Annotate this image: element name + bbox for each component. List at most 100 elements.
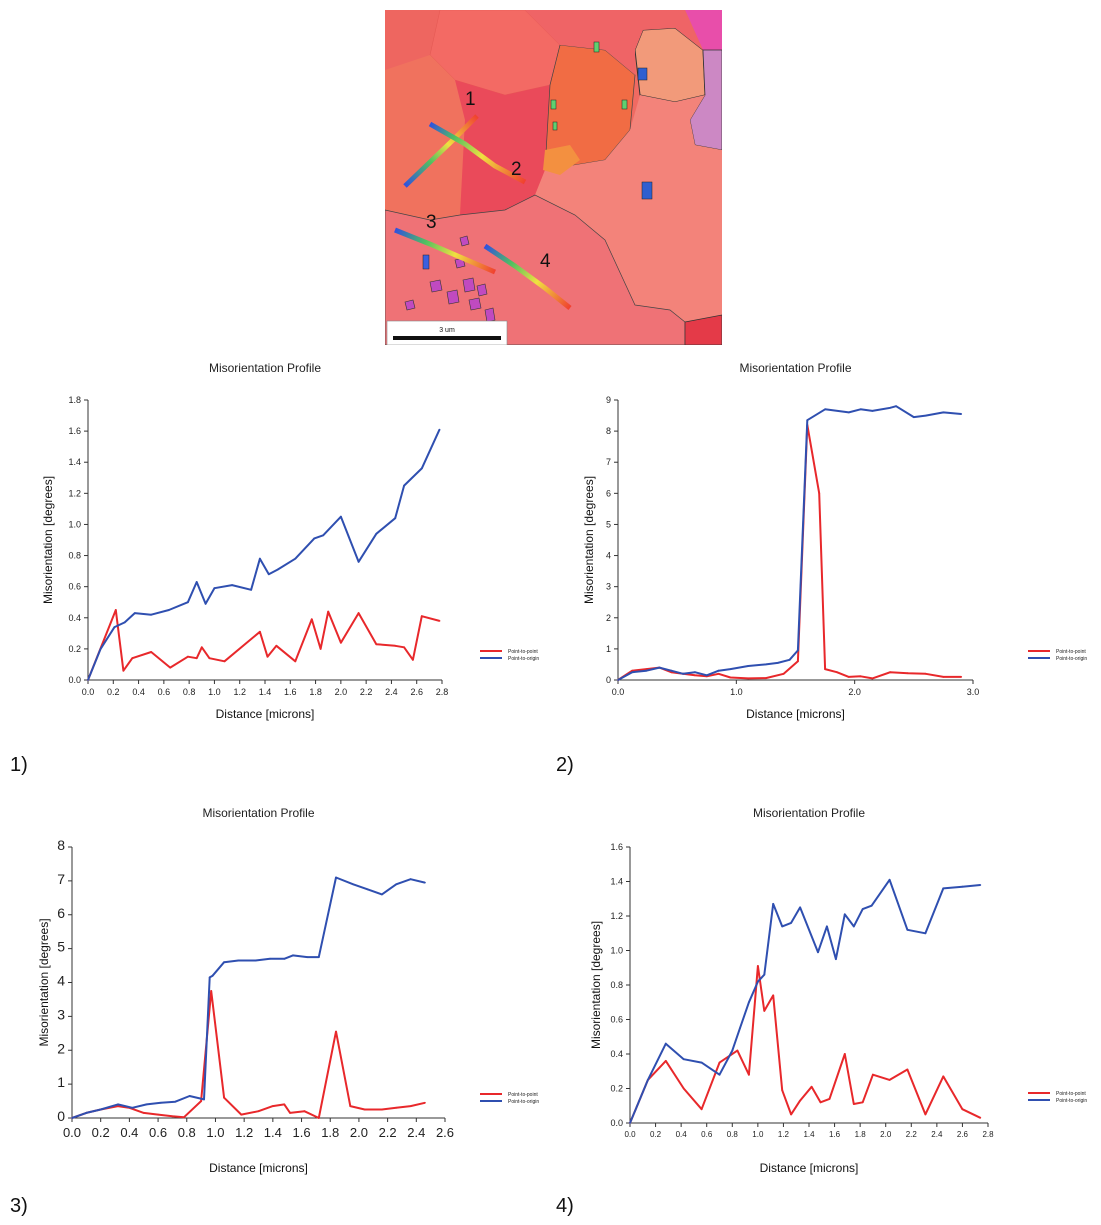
data-point	[757, 980, 759, 983]
data-point	[718, 1073, 721, 1076]
data-point	[210, 990, 213, 992]
data-point	[438, 428, 441, 431]
chart-title: Misorientation Profile	[739, 361, 851, 375]
data-point	[924, 672, 927, 675]
data-point	[317, 1117, 320, 1119]
data-point	[204, 602, 207, 605]
y-tick-label: 0.0	[68, 675, 81, 685]
y-tick-label: 1.4	[68, 457, 81, 467]
data-point	[645, 669, 648, 672]
data-point	[375, 532, 378, 535]
data-point	[403, 484, 405, 487]
scan-line-2	[428, 121, 527, 185]
data-point	[257, 1110, 260, 1113]
data-point	[826, 925, 828, 928]
data-point	[122, 669, 125, 672]
data-point	[717, 669, 720, 672]
data-point	[757, 965, 759, 967]
data-point	[240, 1113, 243, 1116]
x-tick-label: 3.0	[967, 687, 980, 697]
data-point	[859, 408, 862, 411]
x-tick-label: 1.4	[264, 1125, 282, 1140]
series-line-point-to-origin	[617, 405, 962, 681]
misorientation-chart-3: Misorientation Profile 0 1 2 3 4 5 6 7 8 0.0 0.2 0.4…	[0, 800, 548, 1180]
data-point	[283, 1103, 286, 1106]
scan-line-3	[394, 227, 496, 275]
data-point	[861, 908, 864, 910]
y-tick-label: 9	[606, 395, 611, 405]
series-line-point-to-point	[629, 965, 981, 1124]
x-tick-label: 0.0	[612, 687, 625, 697]
y-tick-label: 1.6	[610, 842, 623, 852]
grain-top-left	[385, 10, 440, 70]
x-tick-label: 0.0	[82, 687, 95, 697]
data-point	[912, 416, 915, 418]
legend-label: Point-to-point	[508, 649, 538, 655]
data-point	[889, 406, 892, 409]
x-tick-label: 0.6	[149, 1125, 167, 1140]
data-point	[889, 671, 892, 674]
data-point	[208, 657, 211, 660]
data-point	[852, 1103, 855, 1105]
data-point	[395, 1106, 398, 1109]
data-point	[682, 1058, 685, 1061]
data-point	[319, 648, 322, 650]
x-tick-label: 0.8	[183, 687, 196, 697]
inclusion-green-1	[593, 41, 600, 53]
y-tick-label: 1.2	[68, 488, 81, 498]
data-point	[145, 1103, 148, 1106]
data-point	[888, 878, 891, 881]
y-tick-label: 1.6	[68, 426, 81, 436]
data-point	[961, 1108, 964, 1111]
scan-line-4	[483, 243, 572, 310]
grain-left	[385, 55, 465, 220]
data-point	[150, 613, 153, 616]
y-tick-label: 1.0	[68, 519, 81, 529]
x-tick-label: 0.6	[701, 1130, 713, 1139]
data-point	[647, 1079, 649, 1081]
data-point	[340, 515, 342, 518]
data-point	[237, 959, 240, 962]
x-tick-label: 2.4	[385, 687, 398, 697]
data-point	[403, 646, 405, 649]
y-tick-label: 5	[606, 519, 611, 529]
data-point	[961, 885, 964, 888]
scale-bar-label: 3 um	[439, 327, 455, 334]
inclusion-green-2	[550, 99, 557, 110]
data-point	[187, 601, 189, 604]
data-point	[824, 408, 826, 411]
x-tick-label: 1.4	[803, 1130, 815, 1139]
x-tick-label: 2.0	[335, 687, 348, 697]
data-point	[183, 1116, 185, 1119]
path-label-1: 1	[465, 89, 476, 110]
data-point	[924, 414, 927, 417]
data-point	[187, 655, 189, 658]
data-point	[694, 671, 696, 674]
data-point	[942, 887, 945, 890]
x-tick-label: 1.0	[208, 687, 221, 697]
data-point	[131, 1106, 134, 1109]
data-point	[797, 649, 799, 652]
data-point	[200, 646, 203, 649]
data-point	[87, 679, 89, 681]
data-point	[906, 1068, 909, 1071]
data-point	[861, 1101, 864, 1104]
x-tick-label: 1.0	[206, 1125, 224, 1140]
data-point	[412, 658, 414, 661]
data-point	[394, 517, 397, 520]
data-point	[871, 677, 874, 680]
y-tick-label: 4	[57, 973, 65, 989]
data-point	[85, 1112, 88, 1114]
panel-label-2: 2)	[556, 754, 574, 776]
y-tick-label: 2	[57, 1040, 65, 1056]
data-point	[317, 956, 320, 958]
data-point	[269, 957, 271, 960]
data-point	[781, 925, 784, 928]
data-point	[739, 1027, 741, 1029]
x-tick-label: 1.2	[235, 1125, 253, 1140]
data-point	[942, 676, 945, 678]
scale-bar	[393, 336, 501, 340]
x-tick-label: 2.6	[410, 687, 423, 697]
data-point	[810, 1085, 813, 1088]
misorientation-chart-1: Misorientation Profile 0.0 0.2 0.4 0.6 0.8 1.0…	[0, 355, 548, 740]
